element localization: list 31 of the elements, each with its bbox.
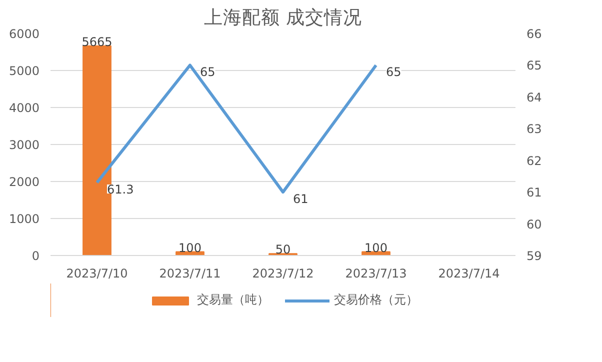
y2-tick-label: 63 <box>526 122 542 136</box>
data-label: 100 <box>178 240 202 255</box>
y2-tick-label: 66 <box>526 27 542 41</box>
legend-label: 交易量（吨） <box>197 292 269 308</box>
y2-tick-label: 60 <box>526 217 542 232</box>
data-label: 61 <box>293 192 308 206</box>
x-tick-label: 2023/7/12 <box>252 266 314 280</box>
y2-tick-label: 61 <box>526 186 542 200</box>
data-label: 50 <box>275 242 291 257</box>
chart-title: 上海配额 成交情况 <box>204 6 362 28</box>
y-tick-label: 6000 <box>8 27 40 41</box>
y2-tick-label: 64 <box>526 90 542 104</box>
x-tick-label: 2023/7/10 <box>66 266 128 280</box>
y-tick-label: 4000 <box>8 101 40 115</box>
x-tick-label: 2023/7/13 <box>345 266 407 280</box>
y-tick-label: 5000 <box>8 64 40 78</box>
data-label: 65 <box>386 65 402 80</box>
data-label: 65 <box>200 65 216 80</box>
y-tick-label: 1000 <box>8 212 40 226</box>
y-tick-label: 2000 <box>8 175 40 189</box>
x-tick-label: 2023/7/14 <box>438 266 500 280</box>
y2-tick-label: 65 <box>526 58 542 73</box>
y-tick-label: 3000 <box>8 138 40 152</box>
legend-label: 交易价格（元） <box>334 292 418 308</box>
data-label: 61.3 <box>107 182 134 197</box>
y2-tick-label: 59 <box>526 249 542 263</box>
y2-tick-label: 62 <box>526 154 542 168</box>
y-tick-label: 0 <box>32 249 40 263</box>
data-label: 5665 <box>82 34 112 49</box>
data-label: 100 <box>364 240 388 255</box>
x-tick-label: 2023/7/11 <box>159 266 221 280</box>
